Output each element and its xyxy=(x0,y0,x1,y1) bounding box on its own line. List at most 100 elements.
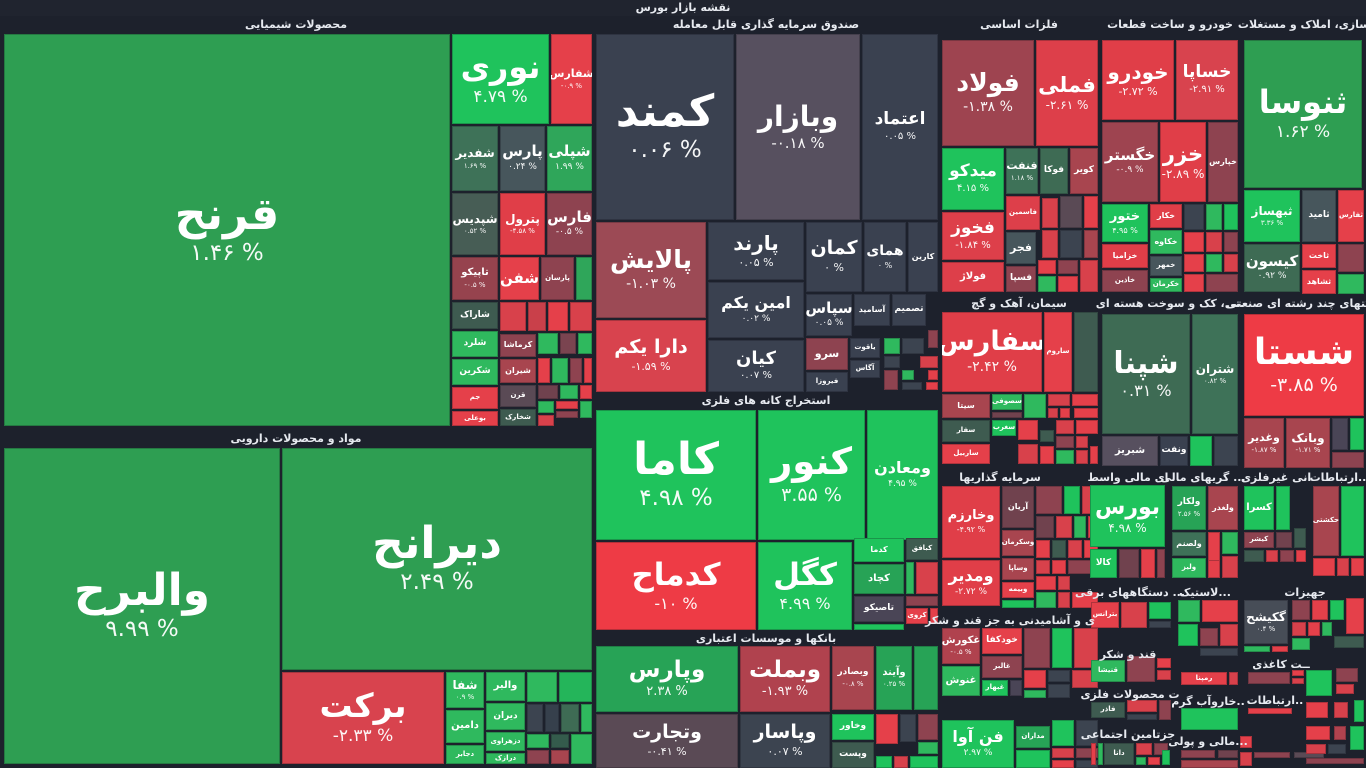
stock-tile[interactable]: کروی xyxy=(906,608,928,624)
mosaic-tile[interactable] xyxy=(918,742,938,754)
stock-tile[interactable]: شتران ۰.۸۲ % xyxy=(1192,314,1238,434)
stock-tile[interactable]: امین یکم ۰.۰۲ % xyxy=(708,282,804,338)
mosaic-tile[interactable] xyxy=(1244,550,1264,562)
stock-tile[interactable]: ثشاهد xyxy=(1302,270,1336,294)
mosaic-tile[interactable] xyxy=(902,338,924,354)
mosaic-tile[interactable] xyxy=(1294,528,1306,548)
mosaic-tile[interactable] xyxy=(1306,758,1364,764)
stock-tile[interactable]: دامین xyxy=(446,710,484,743)
mosaic-tile[interactable] xyxy=(914,646,938,710)
stock-tile[interactable]: درازک xyxy=(486,753,525,764)
mosaic-tile[interactable] xyxy=(1206,254,1222,272)
mosaic-tile[interactable] xyxy=(1090,446,1098,464)
stock-tile[interactable]: خکرمان xyxy=(1150,278,1182,292)
mosaic-tile[interactable] xyxy=(1036,560,1050,574)
mosaic-tile[interactable] xyxy=(1157,670,1171,680)
mosaic-tile[interactable] xyxy=(1068,540,1082,558)
mosaic-tile[interactable] xyxy=(1040,430,1054,442)
mosaic-tile[interactable] xyxy=(1058,260,1078,274)
stock-tile[interactable]: ومدیر -۲.۷۲ % xyxy=(942,560,1000,606)
mosaic-tile[interactable] xyxy=(570,358,582,383)
stock-tile[interactable]: ختور ۴.۹۵ % xyxy=(1102,204,1148,242)
mosaic-tile[interactable] xyxy=(1024,394,1046,418)
stock-tile[interactable]: بورس ۴.۹۸ % xyxy=(1090,485,1165,547)
stock-tile[interactable]: وغدیر -۱.۸۷ % xyxy=(1244,418,1284,468)
mosaic-tile[interactable] xyxy=(1024,670,1046,688)
stock-tile[interactable]: ونفت xyxy=(1160,436,1188,466)
mosaic-tile[interactable] xyxy=(1060,408,1070,418)
mosaic-tile[interactable] xyxy=(1127,700,1157,712)
stock-tile[interactable]: فولاد -۱.۳۸ % xyxy=(942,40,1034,146)
stock-tile[interactable]: پارسان xyxy=(541,257,574,300)
mosaic-tile[interactable] xyxy=(1184,232,1204,252)
mosaic-tile[interactable] xyxy=(1208,560,1220,578)
mosaic-tile[interactable] xyxy=(1076,720,1098,746)
stock-tile[interactable]: سغرب xyxy=(992,420,1016,436)
stock-tile[interactable]: فیروزا xyxy=(806,372,848,392)
mosaic-tile[interactable] xyxy=(1042,230,1058,258)
mosaic-tile[interactable] xyxy=(1141,549,1155,578)
mosaic-tile[interactable] xyxy=(1294,752,1324,758)
stock-tile[interactable]: خودرو -۲.۷۲ % xyxy=(1102,40,1174,120)
stock-tile[interactable]: کویر xyxy=(1070,148,1098,194)
mosaic-tile[interactable] xyxy=(1056,450,1074,464)
stock-tile[interactable]: دانا xyxy=(1104,743,1134,765)
stock-tile[interactable]: خساپا -۲.۹۱ % xyxy=(1176,40,1238,120)
stock-tile[interactable]: برکت -۲.۳۳ % xyxy=(282,672,444,764)
mosaic-tile[interactable] xyxy=(1148,757,1160,765)
mosaic-tile[interactable] xyxy=(1074,516,1086,538)
mosaic-tile[interactable] xyxy=(1280,550,1294,562)
mosaic-tile[interactable] xyxy=(1248,672,1290,684)
stock-tile[interactable]: دیرانح ۲.۴۹ % xyxy=(282,448,592,670)
stock-tile[interactable]: کمند ۰.۰۶ % xyxy=(596,34,734,220)
stock-tile[interactable]: شیران xyxy=(500,359,536,383)
mosaic-tile[interactable] xyxy=(1064,486,1080,514)
mosaic-tile[interactable] xyxy=(571,734,592,764)
stock-tile[interactable]: دیران xyxy=(486,703,525,730)
mosaic-tile[interactable] xyxy=(1018,420,1038,440)
stock-tile[interactable]: ثبهساز ۳.۳۶ % xyxy=(1244,190,1300,242)
mosaic-tile[interactable] xyxy=(910,756,938,768)
stock-tile[interactable]: سفار xyxy=(942,420,990,442)
mosaic-tile[interactable] xyxy=(894,756,908,768)
stock-tile[interactable]: قرن xyxy=(500,385,536,407)
mosaic-tile[interactable] xyxy=(1056,420,1074,434)
stock-tile[interactable]: نوری ۴.۷۹ % xyxy=(452,34,549,124)
mosaic-tile[interactable] xyxy=(1149,621,1171,628)
mosaic-tile[interactable] xyxy=(1244,646,1270,652)
mosaic-tile[interactable] xyxy=(559,672,592,702)
stock-tile[interactable]: خاذین xyxy=(1102,270,1148,292)
mosaic-tile[interactable] xyxy=(1074,312,1098,392)
mosaic-tile[interactable] xyxy=(1058,276,1078,292)
stock-tile[interactable]: غبهار xyxy=(982,680,1008,696)
mosaic-tile[interactable] xyxy=(1334,702,1348,718)
stock-tile[interactable]: خکار xyxy=(1150,204,1182,228)
stock-tile[interactable]: اعتماد ۰.۰۵ % xyxy=(862,34,938,220)
stock-tile[interactable]: جم xyxy=(452,387,498,409)
stock-tile[interactable]: وخاور xyxy=(832,714,874,740)
mosaic-tile[interactable] xyxy=(926,382,938,390)
stock-tile[interactable]: ولیز xyxy=(1172,558,1206,578)
mosaic-tile[interactable] xyxy=(1350,418,1364,450)
mosaic-tile[interactable] xyxy=(1036,486,1062,514)
stock-tile[interactable]: پالایش -۱.۰۳ % xyxy=(596,222,706,318)
mosaic-tile[interactable] xyxy=(1222,556,1238,578)
mosaic-tile[interactable] xyxy=(548,302,568,331)
stock-tile[interactable]: پارس ۰.۲۴ % xyxy=(500,126,545,191)
mosaic-tile[interactable] xyxy=(580,385,592,399)
mosaic-tile[interactable] xyxy=(930,608,938,624)
mosaic-tile[interactable] xyxy=(918,714,938,740)
mosaic-tile[interactable] xyxy=(1292,670,1304,676)
mosaic-tile[interactable] xyxy=(1002,600,1034,608)
stock-tile[interactable]: مداران xyxy=(1016,726,1050,748)
mosaic-tile[interactable] xyxy=(1157,549,1165,578)
stock-tile[interactable]: فن آوا ۲.۹۷ % xyxy=(942,720,1014,768)
mosaic-tile[interactable] xyxy=(1060,230,1082,258)
stock-tile[interactable]: سرو xyxy=(806,338,848,370)
mosaic-tile[interactable] xyxy=(1332,418,1348,450)
stock-tile[interactable]: ولصنم xyxy=(1172,532,1206,556)
mosaic-tile[interactable] xyxy=(900,714,916,742)
stock-tile[interactable]: ولغدر xyxy=(1208,486,1238,530)
stock-tile[interactable]: تصمیم xyxy=(892,294,926,326)
stock-tile[interactable]: شاراک xyxy=(452,302,498,329)
